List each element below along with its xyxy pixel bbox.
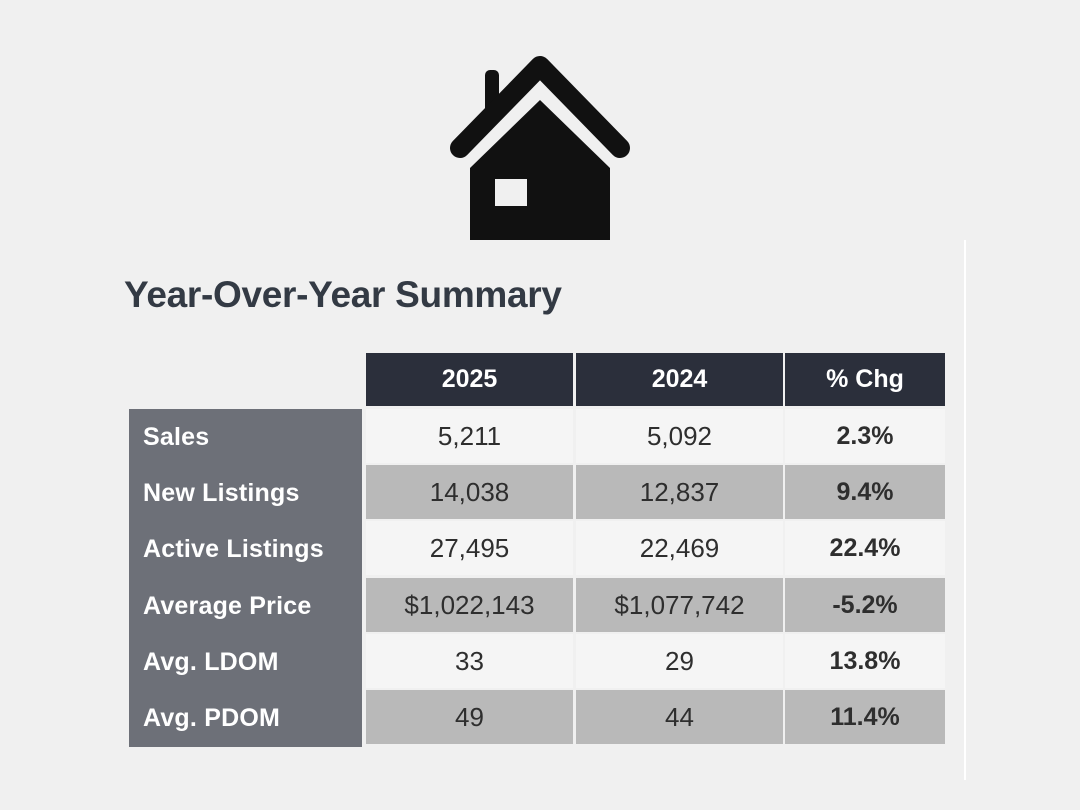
row-label: Sales: [129, 409, 362, 466]
change-cell: 9.4%: [785, 465, 945, 519]
row-label: Active Listings: [129, 521, 362, 578]
table-cell: 5,092: [576, 409, 783, 463]
table-cell: $1,022,143: [366, 578, 573, 632]
column-header: 2025: [366, 353, 573, 406]
row-label: Avg. LDOM: [129, 634, 362, 691]
change-cell: -5.2%: [785, 578, 945, 632]
row-label: Avg. PDOM: [129, 690, 362, 747]
table-cell: 33: [366, 634, 573, 688]
table-cell: $1,077,742: [576, 578, 783, 632]
change-cell: 13.8%: [785, 634, 945, 688]
change-cell: 2.3%: [785, 409, 945, 463]
table-cell: 12,837: [576, 465, 783, 519]
table-cell: 22,469: [576, 521, 783, 575]
row-label: New Listings: [129, 465, 362, 522]
change-cell: 11.4%: [785, 690, 945, 744]
page-title: Year-Over-Year Summary: [124, 274, 562, 315]
table-cell: 44: [576, 690, 783, 744]
column-header: 2024: [576, 353, 783, 406]
table-cell: 14,038: [366, 465, 573, 519]
column-header: % Chg: [785, 353, 945, 406]
table-cell: 29: [576, 634, 783, 688]
change-cell: 22.4%: [785, 521, 945, 575]
table-cell: 27,495: [366, 521, 573, 575]
house-icon: [450, 56, 630, 240]
table-cell: 5,211: [366, 409, 573, 463]
divider: [964, 240, 966, 780]
row-label: Average Price: [129, 578, 362, 635]
table-cell: 49: [366, 690, 573, 744]
